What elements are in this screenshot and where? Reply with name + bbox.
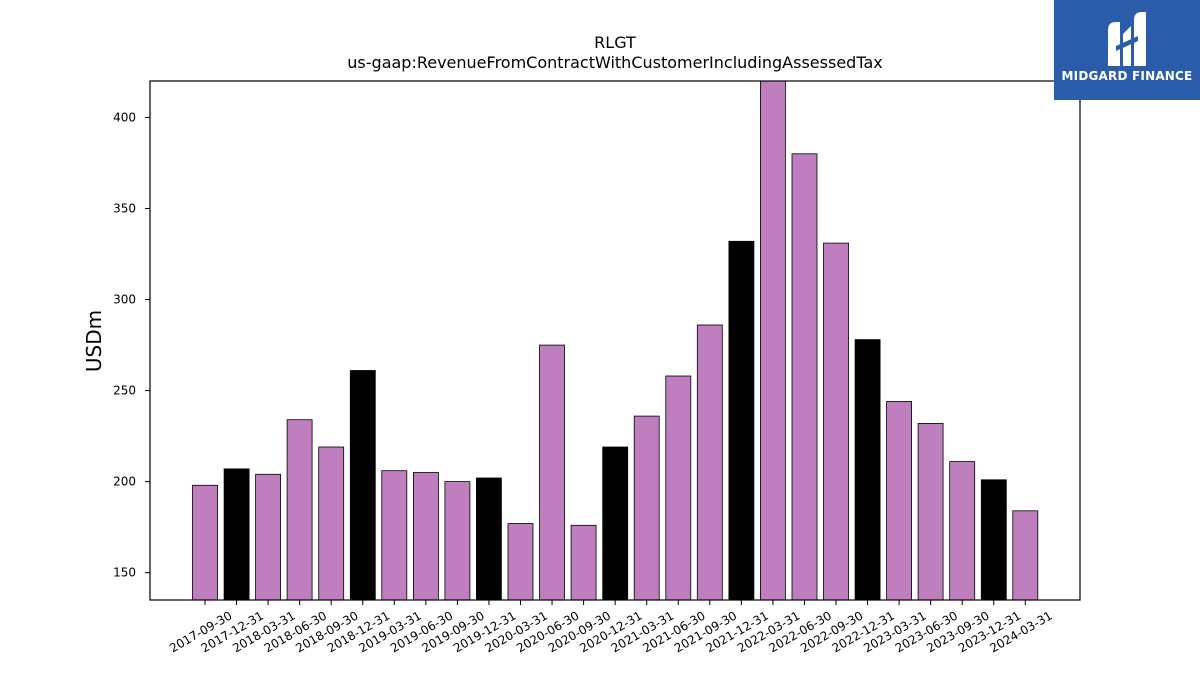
bar: [949, 461, 976, 601]
chart-title: RLGT: [594, 33, 636, 52]
bar: [475, 477, 502, 601]
midgard-finance-logo: MIDGARD FINANCE: [1054, 0, 1200, 100]
bar: [823, 242, 849, 601]
bar: [696, 324, 723, 601]
y-tick-label: 300: [113, 293, 136, 307]
bar: [507, 523, 534, 601]
midgard-logo-icon: [1108, 12, 1146, 66]
y-tick-label: 400: [113, 110, 136, 124]
bar: [665, 375, 692, 601]
bar: [980, 479, 1007, 601]
bar: [633, 415, 660, 601]
bar: [760, 80, 786, 601]
y-ticks-group: 150 200 250 300 350 400: [113, 110, 150, 580]
bar: [791, 153, 818, 601]
bar: [255, 473, 282, 601]
bar: [412, 472, 439, 601]
chart-subtitle: us-gaap:RevenueFromContractWithCustomerI…: [347, 53, 882, 72]
y-tick-label: 250: [113, 384, 136, 398]
bar: [728, 240, 755, 601]
logo-text: MIDGARD FINANCE: [1061, 69, 1193, 83]
bar: [570, 524, 597, 601]
y-tick-label: 150: [113, 566, 136, 580]
bar: [854, 339, 881, 601]
bars-group: [192, 80, 1039, 601]
y-tick-label: 350: [113, 201, 136, 215]
bar: [1012, 510, 1039, 601]
bar: [349, 370, 376, 601]
plot-frame: [149, 80, 1081, 601]
bar: [539, 344, 565, 601]
y-axis-label: USDm: [82, 310, 106, 372]
bar: [223, 468, 250, 601]
bar: [917, 422, 944, 601]
bar: [602, 446, 629, 601]
bar: [192, 484, 218, 601]
bar: [318, 446, 345, 601]
bar: [444, 481, 471, 601]
bar: [381, 470, 408, 601]
bar: [886, 401, 912, 601]
y-tick-label: 200: [113, 475, 136, 489]
x-ticks-group: 2017-09-302017-12-312018-03-312018-06-30…: [167, 600, 1055, 655]
bar: [286, 419, 313, 601]
